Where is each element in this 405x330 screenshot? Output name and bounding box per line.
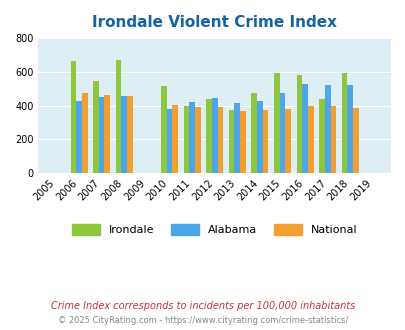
Bar [82, 93, 87, 173]
Title: Irondale Violent Crime Index: Irondale Violent Crime Index [92, 15, 336, 30]
Bar [347, 85, 352, 173]
Bar [262, 110, 268, 173]
Bar [352, 108, 358, 173]
Bar [189, 102, 194, 173]
Bar [70, 61, 76, 173]
Text: © 2025 CityRating.com - https://www.cityrating.com/crime-statistics/: © 2025 CityRating.com - https://www.city… [58, 316, 347, 325]
Bar [183, 106, 189, 173]
Bar [121, 96, 127, 173]
Bar [239, 111, 245, 173]
Legend: Irondale, Alabama, National: Irondale, Alabama, National [68, 219, 360, 240]
Bar [330, 106, 335, 173]
Bar [341, 73, 347, 173]
Bar [93, 81, 98, 173]
Bar [228, 110, 234, 173]
Bar [206, 99, 211, 173]
Bar [302, 84, 307, 173]
Bar [211, 98, 217, 173]
Text: Crime Index corresponds to incidents per 100,000 inhabitants: Crime Index corresponds to incidents per… [51, 301, 354, 311]
Bar [194, 107, 200, 173]
Bar [104, 95, 110, 173]
Bar [115, 60, 121, 173]
Bar [318, 99, 324, 173]
Bar [256, 101, 262, 173]
Bar [279, 93, 285, 173]
Bar [166, 109, 172, 173]
Bar [161, 86, 166, 173]
Bar [251, 93, 256, 173]
Bar [307, 106, 313, 173]
Bar [98, 97, 104, 173]
Bar [296, 75, 302, 173]
Bar [285, 109, 290, 173]
Bar [76, 101, 82, 173]
Bar [217, 107, 223, 173]
Bar [234, 103, 239, 173]
Bar [324, 84, 330, 173]
Bar [172, 105, 177, 173]
Bar [127, 96, 132, 173]
Bar [273, 73, 279, 173]
